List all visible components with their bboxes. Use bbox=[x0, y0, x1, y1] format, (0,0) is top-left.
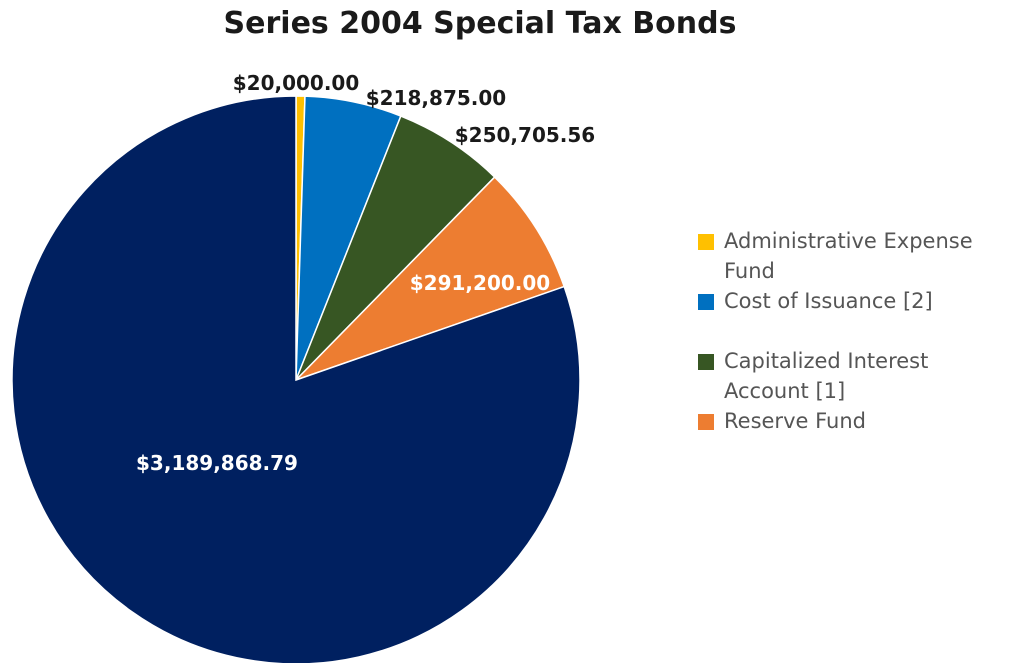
legend-label: Reserve Fund bbox=[724, 409, 866, 433]
legend-swatch bbox=[698, 354, 714, 370]
legend-swatch bbox=[698, 414, 714, 430]
pie-slice bbox=[295, 115, 496, 381]
legend: Administrative Expense Fund Cost of Issu… bbox=[698, 226, 1008, 436]
legend-item-reserve-fund: Reserve Fund bbox=[698, 406, 1008, 436]
data-label: $218,875.00 bbox=[366, 86, 506, 110]
data-label: $250,705.56 bbox=[455, 123, 595, 147]
data-label: $291,200.00 bbox=[410, 271, 550, 295]
legend-label: Cost of Issuance [2] bbox=[724, 289, 933, 313]
legend-item-cost-of-issuance: Cost of Issuance [2] bbox=[698, 286, 1008, 346]
legend-label: Capitalized Interest Account [1] bbox=[724, 349, 929, 403]
chart-title: Series 2004 Special Tax Bonds bbox=[223, 6, 737, 41]
data-label: $3,189,868.79 bbox=[136, 451, 298, 475]
data-label: $20,000.00 bbox=[233, 71, 360, 95]
legend-swatch bbox=[698, 294, 714, 310]
pie-slice bbox=[295, 175, 566, 381]
legend-item-capitalized-interest-account: Capitalized Interest Account [1] bbox=[698, 346, 1008, 406]
legend-swatch bbox=[698, 234, 714, 250]
legend-label: Administrative Expense Fund bbox=[724, 229, 973, 283]
legend-item-administrative-expense-fund: Administrative Expense Fund bbox=[698, 226, 1008, 286]
pie-slice bbox=[11, 95, 581, 663]
